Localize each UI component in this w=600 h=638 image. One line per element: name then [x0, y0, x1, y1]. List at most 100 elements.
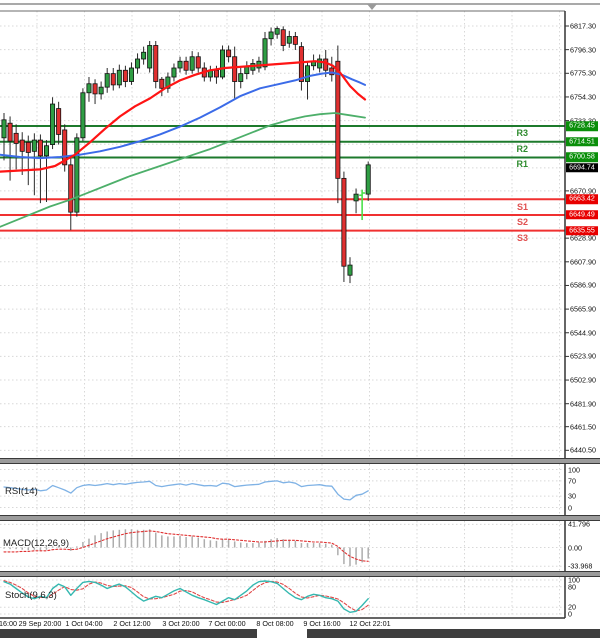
top-scrollbar-track[interactable]: [0, 3, 600, 5]
candle: [286, 36, 292, 44]
rsi-tick-label: 0: [568, 503, 572, 512]
time-tick-label: 16:00: [0, 619, 17, 628]
stoch-k-line: [3, 580, 369, 613]
candle: [329, 67, 335, 76]
time-tick-label: 9 Oct 16:00: [303, 619, 341, 628]
price-tick-label: 6461.50: [570, 422, 596, 432]
candle: [50, 103, 56, 145]
rsi-label: RSI(14): [5, 486, 38, 497]
candle: [262, 38, 268, 68]
scroll-position-marker-icon[interactable]: [367, 4, 377, 10]
stoch-tick-label: 0: [568, 609, 572, 619]
price-tick-label: 6817.30: [570, 21, 596, 31]
price-tick-label: 6775.30: [570, 68, 596, 78]
candles-layer: [1, 26, 371, 284]
price-tick-label: 6502.90: [570, 375, 596, 385]
pivot-lines: [0, 125, 565, 232]
candle: [92, 83, 98, 95]
candle: [213, 69, 219, 78]
price-tick-label: 6544.90: [570, 328, 596, 338]
candle: [98, 86, 104, 95]
candle: [74, 137, 80, 213]
price-tick-label: 6796.30: [570, 45, 596, 55]
stoch-tick-label: 80: [568, 582, 576, 592]
price-tick-label: 6628.90: [570, 233, 596, 243]
candle: [165, 76, 171, 89]
candle: [80, 92, 86, 139]
candle: [317, 58, 323, 69]
price-tick-label: 6733.30: [570, 116, 596, 125]
pivot-label-s3: S3: [516, 232, 528, 243]
candle: [195, 56, 201, 69]
price-tick-label: 6754.30: [570, 92, 596, 102]
candle: [43, 145, 49, 157]
candle: [13, 132, 19, 144]
pivot-label-r2: R2: [516, 143, 528, 154]
macd-tick-label: 0.00: [568, 543, 582, 552]
candle: [304, 65, 310, 82]
current-price-badge: 6694.74: [566, 162, 598, 173]
price-badge-r1: 6700.58: [566, 152, 598, 163]
candle: [1, 119, 7, 139]
panel-splitter-macd-stoch[interactable]: [0, 571, 600, 577]
price-tick-label: 6607.90: [570, 257, 596, 267]
chart-top-scrollbar[interactable]: [0, 0, 600, 10]
candle: [268, 31, 274, 40]
candle: [189, 56, 195, 71]
panel-splitter-rsi-macd[interactable]: [0, 515, 600, 521]
pivot-label-r3: R3: [516, 128, 528, 138]
candle: [19, 139, 25, 152]
candle: [110, 73, 116, 86]
candle: [280, 29, 286, 46]
candle: [238, 73, 244, 82]
candle: [335, 60, 341, 179]
price-badge-s2: 6649.49: [566, 210, 598, 220]
candle: [86, 83, 92, 94]
panel-splitter-main-rsi[interactable]: [0, 458, 600, 464]
price-tick-label: 6481.90: [570, 399, 596, 409]
candle: [274, 28, 280, 35]
candle: [122, 69, 128, 82]
rsi-tick-label: 70: [568, 476, 576, 486]
horizontal-scrollbar[interactable]: [0, 629, 600, 638]
time-tick-label: 12 Oct 22:01: [349, 619, 391, 628]
candle: [244, 66, 250, 75]
ma-red-line: [0, 60, 367, 173]
stoch-tick-label: 100: [568, 575, 580, 585]
candle: [56, 108, 62, 135]
candle: [37, 139, 43, 157]
time-tick-label: 7 Oct 00:00: [208, 619, 246, 628]
pivot-label-s2: S2: [516, 217, 528, 227]
time-tick-label: 2 Oct 12:00: [113, 619, 151, 628]
candle: [159, 78, 165, 89]
ma-green-line: [0, 112, 366, 228]
rsi-tick-label: 30: [568, 491, 576, 501]
candle: [183, 60, 189, 71]
candle: [341, 177, 347, 267]
candle: [116, 69, 122, 86]
time-tick-label: 8 Oct 08:00: [256, 619, 294, 628]
price-badge-r3: 6728.45: [566, 121, 598, 131]
horizontal-scrollbar-thumb[interactable]: [257, 629, 307, 638]
price-tick-label: 6586.90: [570, 280, 596, 290]
candle: [298, 46, 304, 82]
candle: [232, 56, 238, 82]
candle: [104, 73, 110, 88]
candle: [353, 193, 359, 202]
price-badge-r2: 6714.51: [566, 137, 598, 147]
price-tick-label: 6565.90: [570, 304, 596, 314]
candle: [7, 122, 13, 142]
candle: [177, 60, 183, 69]
price-badge-s3: 6635.55: [566, 225, 598, 236]
macd-signal-line: [3, 530, 369, 562]
stoch-d-line: [3, 580, 369, 612]
candle: [62, 129, 68, 166]
pivot-label-s1: S1: [516, 201, 528, 212]
candle: [31, 139, 37, 152]
candle: [226, 49, 232, 58]
candle: [153, 45, 159, 82]
candle: [141, 51, 147, 60]
candle: [147, 45, 153, 69]
candle: [347, 264, 353, 276]
